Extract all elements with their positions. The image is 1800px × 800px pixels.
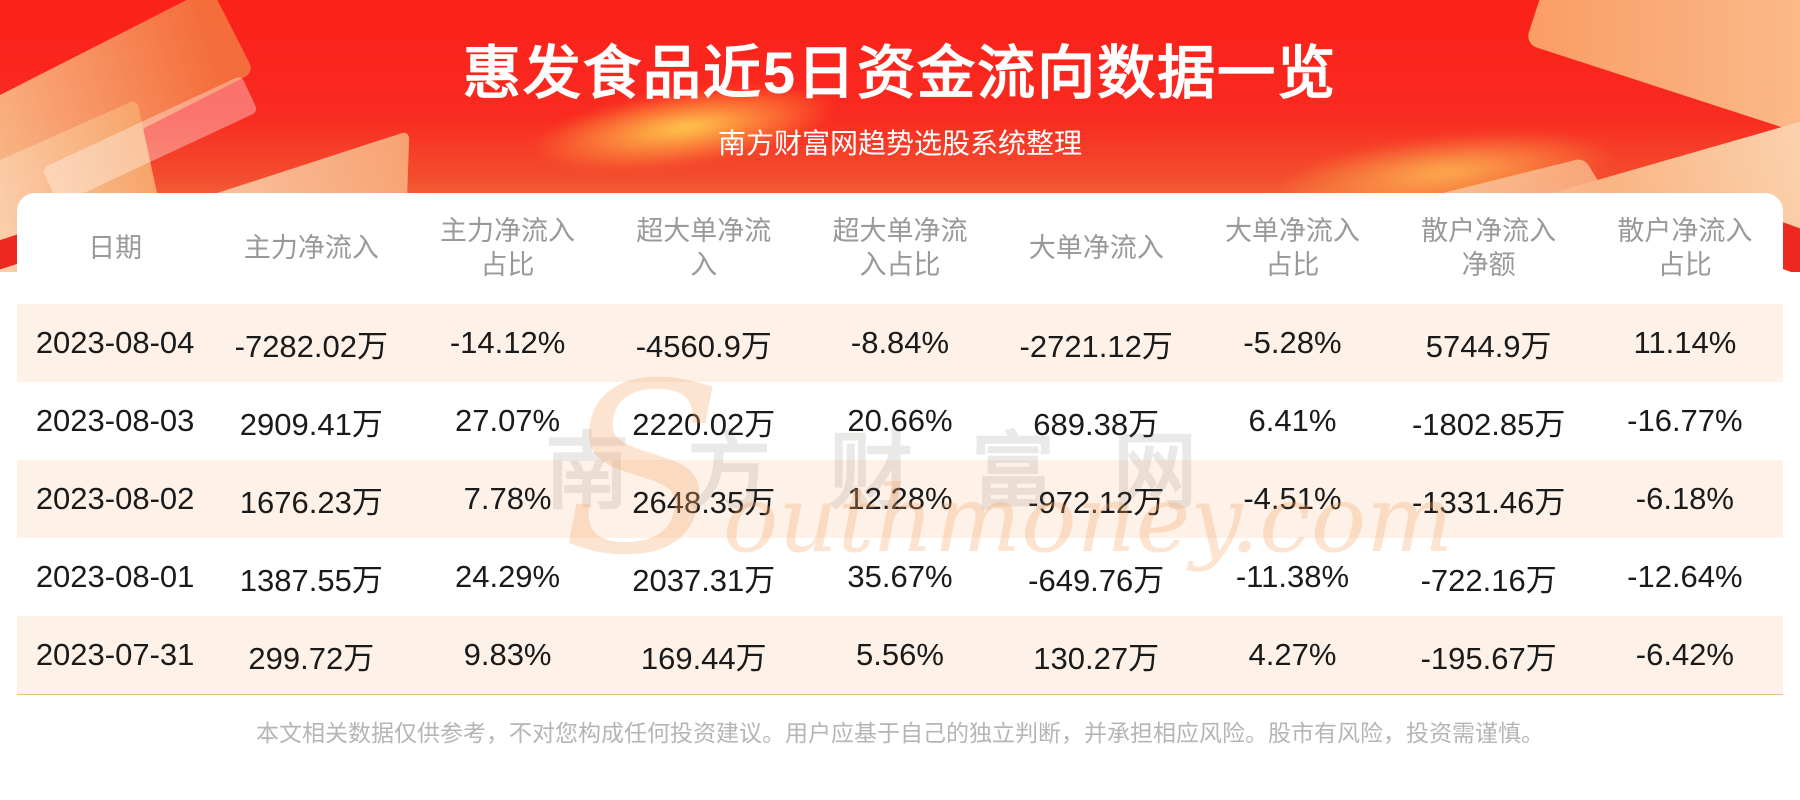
column-header: 散户净流入占比 (1617, 215, 1753, 280)
column-header: 主力净流入占比 (440, 215, 576, 280)
value-cell: 9.83% (463, 637, 552, 672)
value-cell: 7.78% (463, 481, 552, 516)
value-cell: 4.27% (1248, 637, 1337, 672)
value-cell: -1802.85万 (1411, 406, 1566, 442)
value-cell: 2037.31万 (632, 562, 776, 598)
value-cell: -649.76万 (1028, 562, 1165, 598)
table-row: 2023-08-01 1387.55万 24.29% 2037.31万 35.67% -6… (17, 538, 1783, 616)
page-subtitle: 南方财富网趋势选股系统整理 (717, 128, 1082, 159)
value-cell: -11.38% (1235, 559, 1350, 594)
value-cell: 6.41% (1248, 403, 1337, 438)
date-cell: 2023-08-04 (35, 325, 195, 360)
column-header: 超大单净流入占比 (832, 215, 968, 280)
value-cell: -195.67万 (1420, 640, 1557, 676)
column-header: 散户净流入净额 (1421, 215, 1557, 280)
date-cell: 2023-08-01 (35, 559, 195, 594)
value-cell: 24.29% (454, 559, 561, 594)
table-body: 2023-08-04 -7282.02万 -14.12% -4560.9万 -8.84%… (17, 304, 1783, 694)
value-cell: 2648.35万 (632, 484, 776, 520)
date-cell: 2023-07-31 (35, 637, 195, 672)
value-cell: -4.51% (1243, 481, 1342, 516)
value-cell: -12.64% (1627, 559, 1743, 594)
value-cell: 20.66% (847, 403, 953, 438)
value-cell: -16.77% (1627, 403, 1743, 438)
value-cell: 299.72万 (248, 640, 375, 676)
column-header: 日期 (88, 232, 143, 263)
value-cell: 689.38万 (1033, 406, 1160, 442)
column-header: 超大单净流入 (636, 215, 772, 280)
column-header: 大单净流入 (1028, 232, 1164, 263)
table-row: 2023-08-03 2909.41万 27.07% 2220.02万 20.66% 68… (17, 382, 1783, 460)
value-cell: -722.16万 (1420, 562, 1557, 598)
value-cell: -5.28% (1243, 325, 1342, 360)
value-cell: 12.28% (847, 481, 953, 516)
value-cell: 169.44万 (640, 640, 767, 676)
value-cell: -6.18% (1635, 481, 1734, 516)
table-row: 2023-07-31 299.72万 9.83% 169.44万 5.56% 130.27… (17, 616, 1783, 694)
disclaimer-text: 本文相关数据仅供参考，不对您构成任何投资建议。用户应基于自己的独立判断，并承担相… (256, 720, 1544, 746)
value-cell: 2220.02万 (632, 406, 776, 442)
date-cell: 2023-08-02 (35, 481, 195, 516)
value-cell: 1676.23万 (239, 484, 383, 520)
date-cell: 2023-08-03 (35, 403, 195, 438)
column-header: 大单净流入占比 (1224, 215, 1360, 280)
table-row: 2023-08-04 -7282.02万 -14.12% -4560.9万 -8.84%… (17, 304, 1783, 382)
value-cell: 5744.9万 (1425, 328, 1552, 364)
column-header: 主力净流入 (243, 232, 379, 263)
value-cell: -2721.12万 (1019, 328, 1173, 364)
page-title: 惠发食品近5日资金流向数据一览 (462, 41, 1338, 106)
value-cell: 2909.41万 (239, 406, 383, 442)
value-cell: -7282.02万 (234, 328, 389, 364)
table-row: 2023-08-02 1676.23万 7.78% 2648.35万 12.28% -97… (17, 460, 1783, 538)
value-cell: -4560.9万 (635, 328, 772, 364)
value-cell: 130.27万 (1033, 640, 1160, 676)
value-cell: -14.12% (449, 325, 566, 360)
value-cell: 5.56% (856, 637, 944, 672)
value-cell: 1387.55万 (239, 562, 383, 598)
value-cell: 35.67% (847, 559, 953, 594)
value-cell: -1331.46万 (1411, 484, 1566, 520)
table-header-row: 日期 主力净流入 主力净流入占比 超大单净流入 超大单净流入占比 大单净流入 大单净流入占比… (17, 193, 1783, 304)
value-cell: -8.84% (850, 325, 950, 360)
value-cell: -972.12万 (1028, 484, 1165, 520)
value-cell: 27.07% (454, 403, 561, 438)
value-cell: -6.42% (1635, 637, 1734, 672)
fund-flow-table-card: 日期 主力净流入 主力净流入占比 超大单净流入 超大单净流入占比 大单净流入 大单净流入占比… (17, 193, 1783, 695)
value-cell: 11.14% (1633, 325, 1737, 360)
